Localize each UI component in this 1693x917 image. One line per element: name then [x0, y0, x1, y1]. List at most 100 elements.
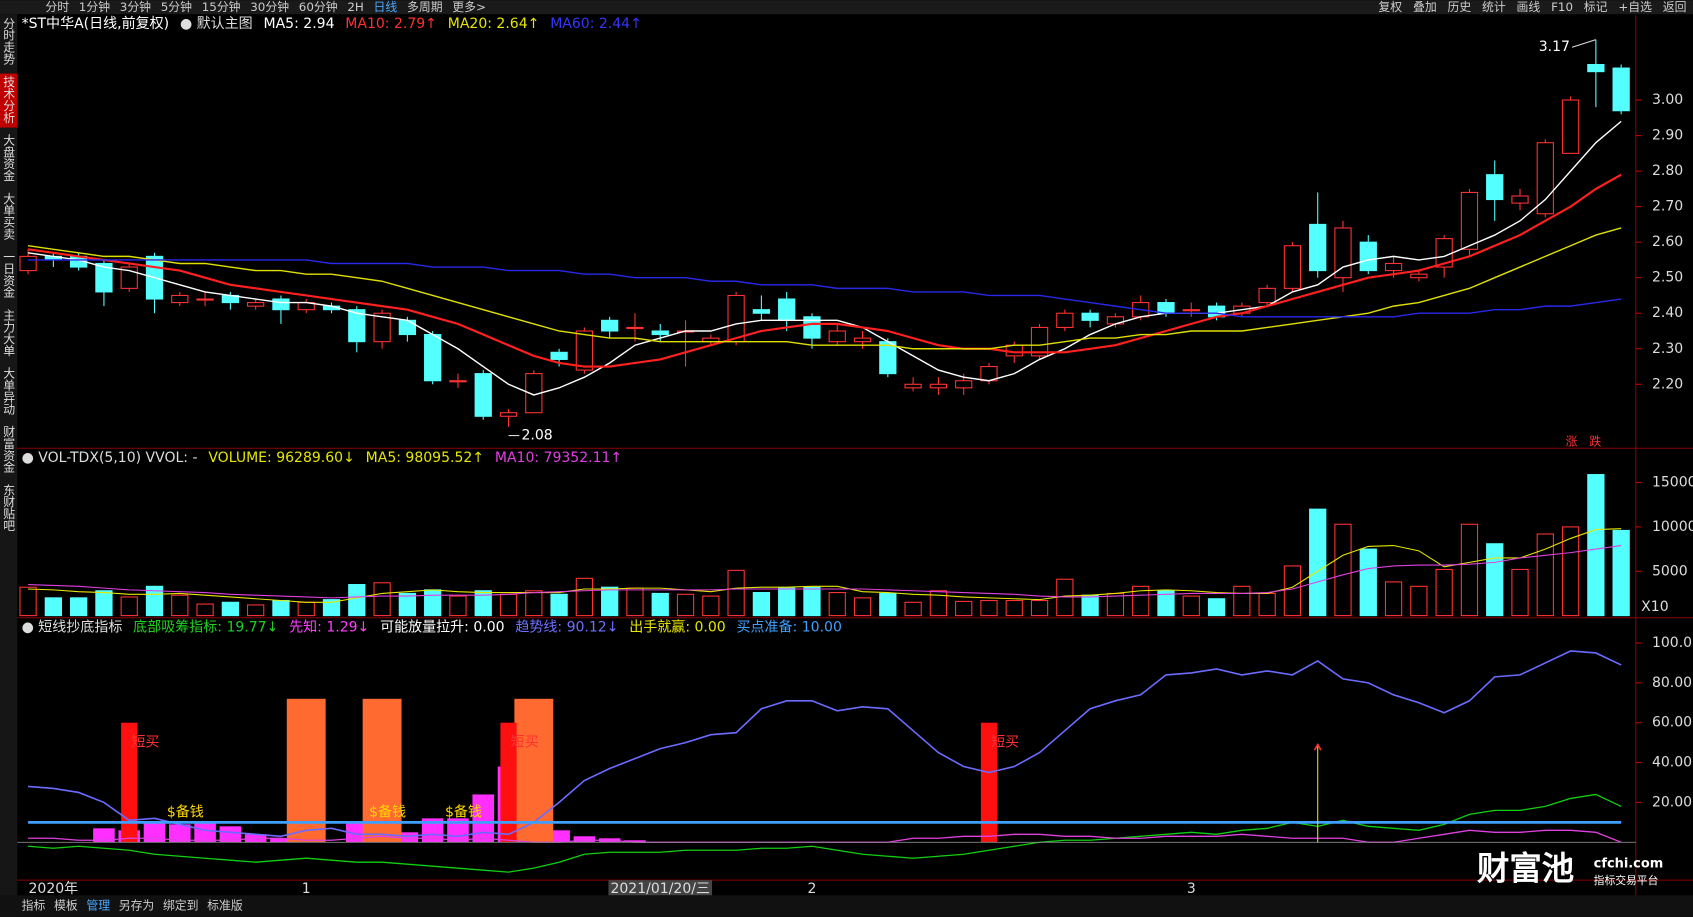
candle-body [1384, 262, 1403, 272]
bottom-toolbar-item[interactable]: 管理 [86, 899, 110, 913]
legend-item: 出手就赢: 0.00 [629, 618, 725, 635]
sidebar-tab[interactable]: 东财贴吧 [2, 484, 16, 531]
volume-bar [1132, 585, 1150, 617]
x-tick-label: 3 [1187, 881, 1196, 897]
legend-item: 先知: 1.29↓ [289, 618, 369, 635]
line [27, 120, 1622, 396]
volume-bar [373, 582, 391, 617]
toolbar-item[interactable]: 3分钟 [120, 0, 151, 14]
legend-item: MA5: 2.94 [264, 16, 335, 32]
indicator-bar [573, 836, 596, 843]
candle-body [373, 312, 391, 343]
bottom-toolbar-item[interactable]: 标准版 [207, 899, 243, 913]
toolbar-item[interactable]: 复权 [1378, 0, 1402, 14]
volume-bar [1612, 529, 1630, 617]
legend-item: VOLUME: 96289.60↓ [208, 450, 355, 466]
volume-bar [626, 587, 644, 617]
volume-bar [1309, 508, 1327, 617]
volume-bar [95, 590, 113, 617]
bottom-toolbar-bg [0, 895, 1693, 917]
candle-body [550, 351, 568, 360]
top-toolbar-bg [0, 0, 1693, 15]
legend-item: 可能放量拉升: 0.00 [380, 619, 504, 635]
sidebar-tab[interactable]: 主力大单 [2, 308, 16, 357]
legend-item: MA10: 79352.11↑ [495, 450, 622, 466]
sidebar-tab[interactable]: 大单买卖 [2, 192, 16, 241]
candle-body [449, 380, 467, 383]
volume-bar [297, 601, 315, 617]
toolbar-item[interactable]: +自选 [1618, 0, 1652, 14]
volume-bar [980, 599, 998, 617]
volume-bar [120, 596, 138, 617]
candle-body [1157, 302, 1175, 314]
y-tick-label: 2.90 [1652, 128, 1683, 144]
candle-body [1460, 191, 1479, 250]
sidebar-tab[interactable]: 分时走势 [2, 17, 16, 64]
volume-bar [171, 594, 189, 617]
candle-body [1486, 174, 1504, 201]
candle-body [19, 255, 37, 272]
toolbar-item[interactable]: 5分钟 [161, 0, 192, 14]
toolbar-item[interactable]: 历史 [1447, 0, 1471, 14]
toolbar-item[interactable]: 30分钟 [250, 0, 289, 14]
volume-bar [1511, 568, 1529, 617]
orange-bar [286, 698, 326, 843]
toolbar-item[interactable]: 标记 [1584, 0, 1608, 14]
sidebar-tab[interactable]: 财富资金 [2, 425, 16, 473]
candle-body [196, 298, 214, 301]
toolbar-item[interactable]: F10 [1551, 0, 1573, 14]
volume-bar [424, 589, 442, 617]
volume-bar [1561, 526, 1580, 617]
line [27, 227, 1622, 350]
volume-bar [676, 593, 695, 617]
volume-bar [1005, 599, 1023, 617]
volume-bar [879, 592, 897, 617]
sidebar-active-bg [0, 73, 18, 128]
bottom-toolbar-item[interactable]: 另存为 [119, 899, 155, 913]
volume-bar [196, 603, 214, 617]
indicator-bar [421, 818, 444, 843]
toolbar-item[interactable]: 多周期 [407, 0, 443, 14]
signal-label: $备钱 [167, 803, 204, 820]
toolbar-item[interactable]: 画线 [1517, 0, 1541, 14]
toolbar-item[interactable]: 更多> [452, 0, 486, 14]
volume-bar [651, 592, 669, 617]
sidebar-tab[interactable]: 一日资金 [2, 251, 16, 298]
candle-body [398, 319, 417, 336]
bottom-toolbar-item[interactable]: 模板 [54, 899, 78, 913]
volume-bar [525, 590, 543, 617]
toolbar-item[interactable]: 1分钟 [79, 0, 110, 14]
y-tick-label: 15000 [1652, 475, 1693, 491]
watermark-slogan: 指标交易平台 [1594, 874, 1659, 887]
toolbar-item[interactable]: 返回 [1663, 0, 1687, 14]
indicator-bar [270, 838, 292, 843]
candle-body [1612, 67, 1630, 112]
volume-bar [727, 569, 745, 617]
toolbar-item[interactable]: 60分钟 [299, 0, 338, 14]
candle-body [828, 330, 846, 343]
toolbar-item[interactable]: 分时 [45, 0, 69, 14]
toolbar-item[interactable]: 15分钟 [202, 0, 241, 14]
bottom-toolbar-item[interactable]: 指标 [22, 899, 46, 913]
sidebar-tab[interactable]: 大单异动 [2, 367, 16, 415]
sidebar-tab[interactable]: 技术分析 [2, 76, 16, 124]
toolbar-item[interactable]: 统计 [1482, 0, 1506, 14]
volume-bar [1081, 594, 1099, 617]
bottom-toolbar-item[interactable]: 绑定到 [163, 899, 199, 913]
candle-body [575, 330, 594, 371]
volume-bar [247, 604, 265, 617]
orange-bar [362, 698, 402, 843]
toolbar-item[interactable]: 2H [347, 0, 363, 14]
candle-body [499, 412, 518, 417]
candle-body [752, 309, 771, 314]
signal-bar [980, 722, 998, 843]
line [28, 259, 1622, 318]
y-tick-label: 100.00 [1652, 635, 1693, 651]
signal-bar [500, 722, 517, 843]
candle-body [904, 383, 922, 389]
volume-bar [828, 591, 846, 617]
corner-tag: 涨 [1566, 434, 1578, 448]
sidebar-tab[interactable]: 大盘资金 [2, 133, 16, 181]
toolbar-item[interactable]: 日线 [374, 0, 398, 14]
toolbar-item[interactable]: 叠加 [1413, 0, 1437, 14]
